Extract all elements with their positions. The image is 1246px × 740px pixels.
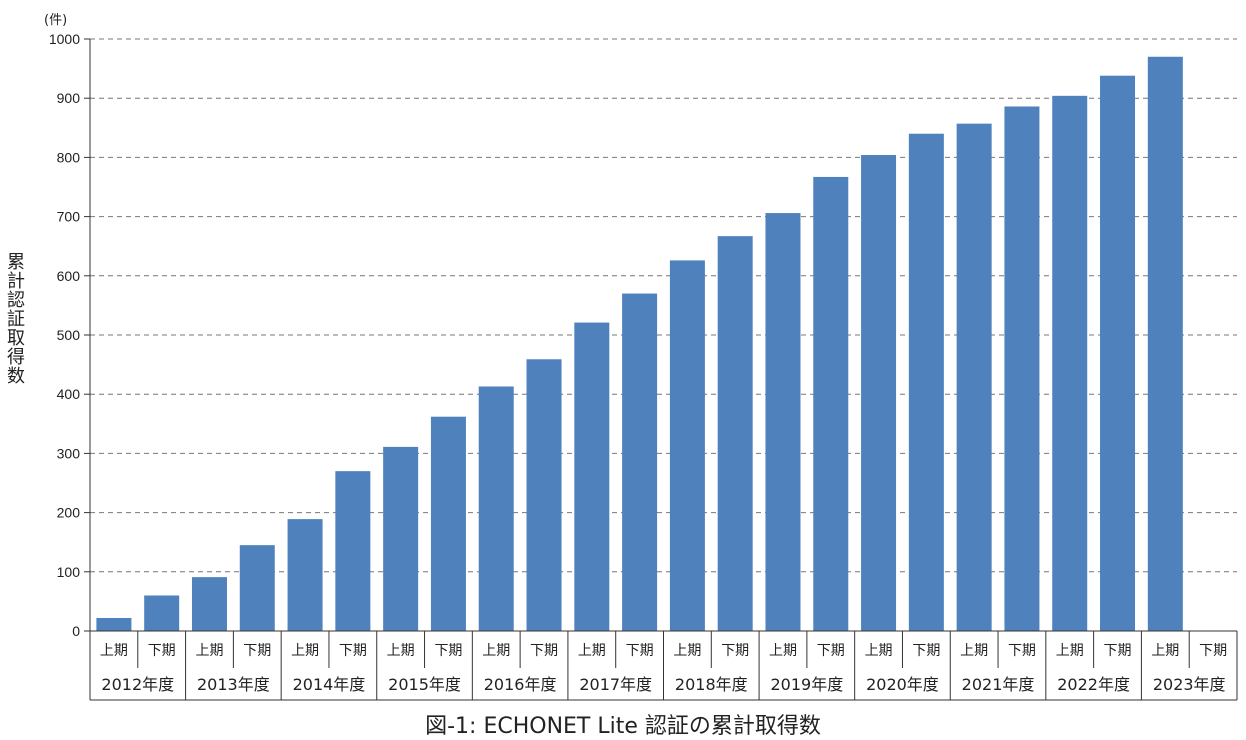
bar xyxy=(1004,106,1040,632)
half-label: 下期 xyxy=(243,643,271,659)
grid-lines xyxy=(90,38,1237,573)
bar xyxy=(956,123,992,631)
bar xyxy=(287,519,323,631)
half-label: 下期 xyxy=(434,643,462,659)
half-label: 下期 xyxy=(339,643,367,659)
half-label: 上期 xyxy=(865,643,893,659)
half-label: 上期 xyxy=(482,643,510,659)
half-label: 下期 xyxy=(148,643,176,659)
half-label: 上期 xyxy=(291,643,319,659)
bar xyxy=(96,617,132,631)
year-label: 2018年度 xyxy=(675,675,748,694)
year-label: 2014年度 xyxy=(293,675,366,694)
half-label: 上期 xyxy=(960,643,988,659)
half-label: 上期 xyxy=(1151,643,1179,659)
half-label: 上期 xyxy=(578,643,606,659)
y-axis-title: 累計認証取得数 xyxy=(4,252,25,385)
y-tick-labels: 0 100 200 300 400 500 600 700 800 900 1000 xyxy=(49,31,90,639)
bar xyxy=(908,133,944,631)
y-tick-label: 800 xyxy=(57,149,81,165)
year-label: 2017年度 xyxy=(579,675,652,694)
bar xyxy=(717,236,753,632)
half-label: 下期 xyxy=(1008,643,1036,659)
half-label: 下期 xyxy=(721,643,749,659)
bar xyxy=(813,176,849,631)
half-label: 下期 xyxy=(1104,643,1132,659)
y-tick-label: 600 xyxy=(57,268,81,284)
bar xyxy=(1147,56,1183,631)
chart-caption: 図-1: ECHONET Lite 認証の累計取得数 xyxy=(425,714,821,739)
bar xyxy=(191,577,227,631)
half-label: 上期 xyxy=(1056,643,1084,659)
half-label: 上期 xyxy=(195,643,223,659)
half-label: 下期 xyxy=(1199,643,1227,659)
bar xyxy=(335,471,371,631)
half-label: 下期 xyxy=(912,643,940,659)
year-label: 2021年度 xyxy=(962,675,1035,694)
year-label: 2013年度 xyxy=(197,675,270,694)
bar xyxy=(1100,75,1136,632)
half-label: 下期 xyxy=(530,643,558,659)
bar xyxy=(383,446,419,631)
y-tick-label: 1000 xyxy=(49,31,80,47)
half-label: 上期 xyxy=(673,643,701,659)
bar xyxy=(239,545,275,631)
bar xyxy=(1052,95,1088,631)
y-tick-label: 900 xyxy=(57,90,81,106)
bar xyxy=(430,416,466,631)
y-axis-unit: (件) xyxy=(44,13,68,28)
half-label: 下期 xyxy=(817,643,845,659)
year-label: 2020年度 xyxy=(866,675,939,694)
y-tick-label: 100 xyxy=(57,564,81,580)
y-tick-label: 500 xyxy=(57,327,81,343)
y-tick-label: 200 xyxy=(57,505,81,521)
half-label: 下期 xyxy=(626,643,654,659)
y-tick-label: 400 xyxy=(57,386,81,402)
year-label: 2019年度 xyxy=(771,675,844,694)
half-label: 上期 xyxy=(387,643,415,659)
y-tick-label: 300 xyxy=(57,445,81,461)
year-label: 2023年度 xyxy=(1153,675,1226,694)
year-label: 2012年度 xyxy=(101,675,174,694)
bars xyxy=(96,56,1183,632)
bar xyxy=(622,293,658,631)
y-tick-label: 0 xyxy=(72,623,80,639)
bar xyxy=(144,595,180,631)
half-label: 上期 xyxy=(769,643,797,659)
bar xyxy=(861,155,897,632)
year-label: 2022年度 xyxy=(1057,675,1130,694)
bar xyxy=(765,213,801,631)
bar xyxy=(669,260,705,631)
bar xyxy=(478,386,514,631)
half-label: 上期 xyxy=(100,643,128,659)
bar xyxy=(574,322,610,631)
year-label: 2016年度 xyxy=(484,675,557,694)
year-label: 2015年度 xyxy=(388,675,461,694)
bar xyxy=(526,359,562,631)
y-tick-label: 700 xyxy=(57,209,81,225)
